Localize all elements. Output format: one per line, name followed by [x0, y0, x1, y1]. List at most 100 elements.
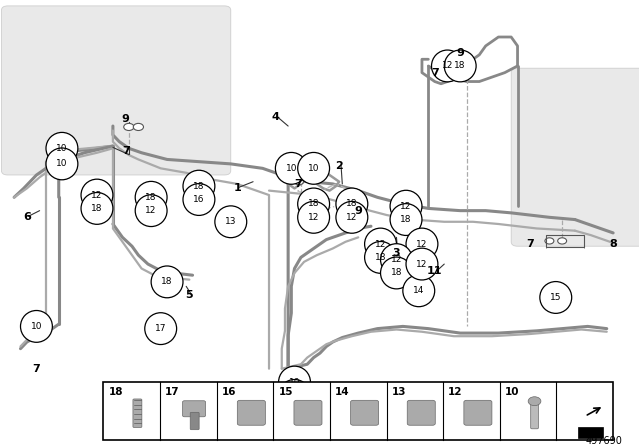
Text: 15: 15	[550, 293, 561, 302]
Text: 18: 18	[454, 61, 466, 70]
Ellipse shape	[390, 190, 422, 222]
Text: 18: 18	[193, 181, 205, 191]
Text: 12: 12	[416, 240, 428, 249]
Circle shape	[557, 238, 566, 244]
FancyBboxPatch shape	[294, 401, 322, 425]
Ellipse shape	[81, 179, 113, 211]
FancyBboxPatch shape	[103, 382, 613, 440]
Text: 10: 10	[289, 391, 300, 400]
Ellipse shape	[275, 152, 307, 184]
Text: 1: 1	[234, 183, 241, 194]
Circle shape	[133, 123, 143, 130]
Text: 12: 12	[442, 61, 453, 70]
FancyBboxPatch shape	[133, 399, 142, 427]
Text: 9: 9	[122, 114, 129, 125]
Text: 12: 12	[416, 259, 428, 268]
FancyBboxPatch shape	[237, 401, 266, 425]
Text: 16: 16	[221, 387, 236, 396]
Text: 8: 8	[609, 239, 617, 249]
Ellipse shape	[381, 244, 412, 276]
Text: 18: 18	[375, 253, 387, 262]
Text: 18: 18	[92, 204, 103, 213]
Ellipse shape	[406, 228, 438, 260]
Circle shape	[545, 238, 554, 244]
Text: 10: 10	[56, 159, 68, 168]
Text: 12: 12	[308, 213, 319, 222]
Text: 12: 12	[401, 202, 412, 211]
Ellipse shape	[298, 202, 330, 233]
Ellipse shape	[183, 170, 215, 202]
Circle shape	[528, 397, 541, 405]
Text: 12: 12	[145, 206, 157, 215]
Ellipse shape	[298, 188, 330, 220]
Ellipse shape	[431, 50, 463, 82]
Text: 18: 18	[346, 199, 358, 208]
Ellipse shape	[406, 248, 438, 280]
Ellipse shape	[365, 228, 396, 260]
Text: 10: 10	[289, 378, 300, 387]
FancyBboxPatch shape	[531, 401, 538, 429]
Text: 4: 4	[271, 112, 279, 122]
FancyBboxPatch shape	[579, 426, 603, 438]
Text: 18: 18	[108, 387, 123, 396]
Text: 18: 18	[390, 268, 402, 277]
Ellipse shape	[278, 379, 310, 411]
Circle shape	[294, 179, 303, 185]
Ellipse shape	[215, 206, 246, 238]
Text: 13: 13	[225, 217, 237, 226]
Text: 10: 10	[285, 164, 297, 173]
Ellipse shape	[46, 148, 78, 180]
Circle shape	[461, 56, 472, 64]
Text: 9: 9	[355, 206, 362, 215]
Ellipse shape	[135, 195, 167, 227]
Text: 6: 6	[23, 212, 31, 222]
Text: 15: 15	[278, 387, 293, 396]
Ellipse shape	[20, 310, 52, 342]
Text: 7: 7	[527, 239, 534, 249]
Ellipse shape	[365, 241, 396, 273]
Text: 18: 18	[161, 277, 173, 286]
Text: 13: 13	[392, 387, 406, 396]
Text: 17: 17	[165, 387, 180, 396]
Text: 497690: 497690	[586, 436, 623, 446]
Text: 11: 11	[427, 266, 442, 276]
Text: 18: 18	[308, 199, 319, 208]
Text: 9: 9	[456, 47, 464, 58]
FancyBboxPatch shape	[464, 401, 492, 425]
Ellipse shape	[46, 133, 78, 164]
Text: 10: 10	[31, 322, 42, 331]
FancyBboxPatch shape	[511, 68, 640, 246]
Circle shape	[346, 190, 355, 196]
Text: 10: 10	[56, 144, 68, 153]
Text: 3: 3	[393, 248, 400, 258]
Text: 10: 10	[308, 164, 319, 173]
Ellipse shape	[403, 275, 435, 307]
Text: 7: 7	[122, 146, 129, 155]
Ellipse shape	[278, 366, 310, 398]
Ellipse shape	[336, 188, 368, 220]
Text: 16: 16	[193, 195, 205, 204]
Circle shape	[124, 123, 134, 130]
Text: 14: 14	[335, 387, 349, 396]
Text: 12: 12	[92, 190, 102, 199]
Ellipse shape	[336, 202, 368, 233]
Ellipse shape	[183, 184, 215, 215]
Text: 7: 7	[33, 364, 40, 374]
FancyBboxPatch shape	[407, 401, 435, 425]
Text: 5: 5	[186, 290, 193, 300]
Ellipse shape	[381, 257, 412, 289]
Text: 7: 7	[294, 179, 301, 189]
Text: 10: 10	[505, 387, 520, 396]
Text: 18: 18	[400, 215, 412, 224]
Text: 2: 2	[335, 161, 343, 171]
Text: 12: 12	[391, 255, 402, 264]
Ellipse shape	[390, 204, 422, 236]
Text: 18: 18	[145, 193, 157, 202]
Ellipse shape	[151, 266, 183, 298]
FancyBboxPatch shape	[182, 401, 205, 417]
Text: 12: 12	[375, 240, 386, 249]
Ellipse shape	[145, 313, 177, 345]
Text: 7: 7	[431, 68, 438, 78]
FancyBboxPatch shape	[351, 401, 379, 425]
Ellipse shape	[81, 193, 113, 224]
